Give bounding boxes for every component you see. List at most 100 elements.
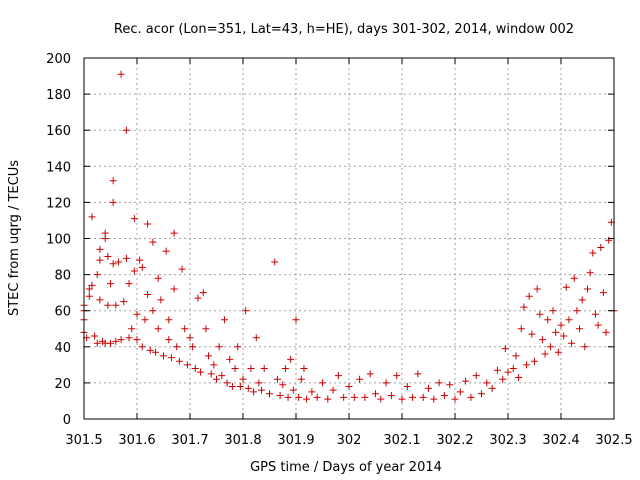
data-point xyxy=(181,325,189,333)
data-point xyxy=(175,357,183,365)
data-point xyxy=(398,395,406,403)
data-point xyxy=(403,383,411,391)
data-point xyxy=(578,296,586,304)
x-tick-label: 302 xyxy=(337,433,362,448)
data-point xyxy=(226,355,234,363)
data-point xyxy=(239,375,247,383)
data-point xyxy=(560,332,568,340)
data-point xyxy=(509,364,517,372)
data-point xyxy=(366,370,374,378)
data-point xyxy=(568,339,576,347)
data-point xyxy=(101,229,109,237)
data-point xyxy=(213,375,220,383)
data-point xyxy=(393,372,401,380)
data-point xyxy=(255,379,263,387)
data-point xyxy=(197,368,205,376)
data-point xyxy=(289,386,297,394)
data-point xyxy=(387,392,395,400)
data-point xyxy=(350,393,358,401)
data-point xyxy=(93,271,101,279)
y-tick-label: 180 xyxy=(46,88,71,103)
data-point xyxy=(512,352,520,360)
data-point xyxy=(130,267,138,275)
x-tick-label: 302.4 xyxy=(542,433,579,448)
y-tick-label: 0 xyxy=(63,413,71,428)
data-point xyxy=(541,350,549,358)
data-point xyxy=(340,393,348,401)
data-point xyxy=(549,307,557,315)
y-tick-label: 200 xyxy=(46,52,71,67)
data-point xyxy=(85,292,93,300)
y-tick-label: 160 xyxy=(46,124,71,139)
data-point xyxy=(112,337,120,345)
data-point xyxy=(483,379,491,387)
data-point xyxy=(144,220,152,228)
data-point xyxy=(154,325,162,333)
data-point xyxy=(114,258,122,266)
data-point xyxy=(297,375,305,383)
data-point xyxy=(236,383,244,391)
data-point xyxy=(584,285,591,293)
data-point xyxy=(531,357,538,365)
x-tick-label: 302.5 xyxy=(595,433,632,448)
data-point xyxy=(570,274,578,282)
data-point xyxy=(324,395,332,403)
data-point xyxy=(591,310,599,318)
data-point xyxy=(154,274,162,282)
data-point xyxy=(281,364,289,372)
y-tick-label: 60 xyxy=(54,305,71,320)
data-points xyxy=(80,70,618,403)
data-point xyxy=(523,361,531,369)
data-point xyxy=(300,364,308,372)
data-point xyxy=(414,370,422,378)
data-point xyxy=(109,198,117,206)
data-point xyxy=(329,386,337,394)
data-point xyxy=(162,247,170,255)
data-point xyxy=(435,379,443,387)
data-point xyxy=(191,364,199,372)
data-point xyxy=(515,373,523,381)
y-tick-label: 20 xyxy=(54,377,71,392)
x-tick-label: 302.3 xyxy=(489,433,526,448)
data-point xyxy=(499,375,507,383)
data-point xyxy=(430,395,438,403)
data-point xyxy=(586,269,594,277)
data-point xyxy=(160,352,167,360)
data-point xyxy=(215,343,223,351)
data-point xyxy=(581,343,589,351)
data-point xyxy=(472,372,480,380)
y-tick-label: 40 xyxy=(54,341,71,356)
data-point xyxy=(488,384,496,392)
data-point xyxy=(382,379,390,387)
x-tick-label: 301.6 xyxy=(118,433,155,448)
data-point xyxy=(96,245,104,253)
x-tick-labels: 301.5 301.6 301.7 301.8 301.9 302 302.1 302.2 30… xyxy=(65,433,632,448)
data-point xyxy=(271,258,279,266)
data-point xyxy=(562,283,570,291)
data-point xyxy=(207,370,215,378)
data-point xyxy=(284,393,292,401)
data-point xyxy=(425,384,432,392)
data-point xyxy=(493,366,501,374)
data-point xyxy=(136,256,144,264)
data-point xyxy=(538,336,546,344)
data-point xyxy=(544,316,552,324)
data-point xyxy=(252,334,260,342)
data-point xyxy=(165,336,173,344)
data-point xyxy=(223,379,231,387)
data-point xyxy=(165,316,173,324)
data-point xyxy=(244,384,252,392)
data-point xyxy=(419,393,427,401)
y-axis-label: STEC from uqrg / TECUs xyxy=(7,160,22,316)
data-point xyxy=(266,390,273,398)
data-point xyxy=(504,368,512,376)
data-point xyxy=(220,316,228,324)
data-point xyxy=(104,301,112,309)
data-point xyxy=(605,236,613,244)
data-point xyxy=(565,316,573,324)
data-point xyxy=(250,388,258,396)
data-point xyxy=(356,375,364,383)
data-point xyxy=(599,289,607,297)
data-point xyxy=(554,348,562,356)
